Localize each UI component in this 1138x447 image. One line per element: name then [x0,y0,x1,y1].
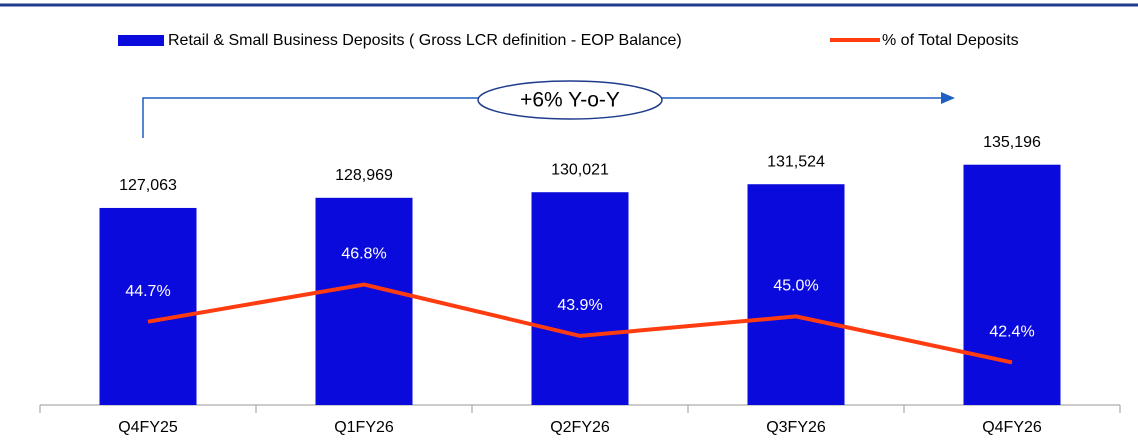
legend-label: % of Total Deposits [882,32,1019,49]
x-tick-label: Q4FY26 [982,419,1042,436]
x-tick-label: Q1FY26 [334,419,394,436]
line-value-label: 43.9% [557,297,602,314]
growth-arrow [142,97,945,138]
annotation-bubble [477,80,663,120]
bar-value-label: 127,063 [119,177,177,194]
annotation: +6% Y-o-Y [520,89,620,112]
bar-value-label: 135,196 [983,134,1041,151]
legend-label: Retail & Small Business Deposits ( Gross… [168,32,682,49]
x-tick-label: Q2FY26 [550,419,610,436]
legend-swatch [118,35,164,46]
bar [531,192,629,405]
line-value-label: 45.0% [773,278,818,295]
line-value-label: 42.4% [989,324,1034,341]
bar [315,197,413,405]
bar [963,164,1061,405]
bar [99,207,197,405]
line [147,282,1013,365]
bar-value-label: 130,021 [551,161,609,178]
line-value-label: 44.7% [125,283,170,300]
line-value-label: 46.8% [341,246,386,263]
bar-value-label: 128,969 [335,167,393,184]
bar-value-label: 131,524 [767,153,825,170]
x-tick-label: Q3FY26 [766,419,826,436]
x-tick-label: Q4FY25 [118,419,178,436]
arrow-head [941,92,955,104]
bar [747,184,845,405]
